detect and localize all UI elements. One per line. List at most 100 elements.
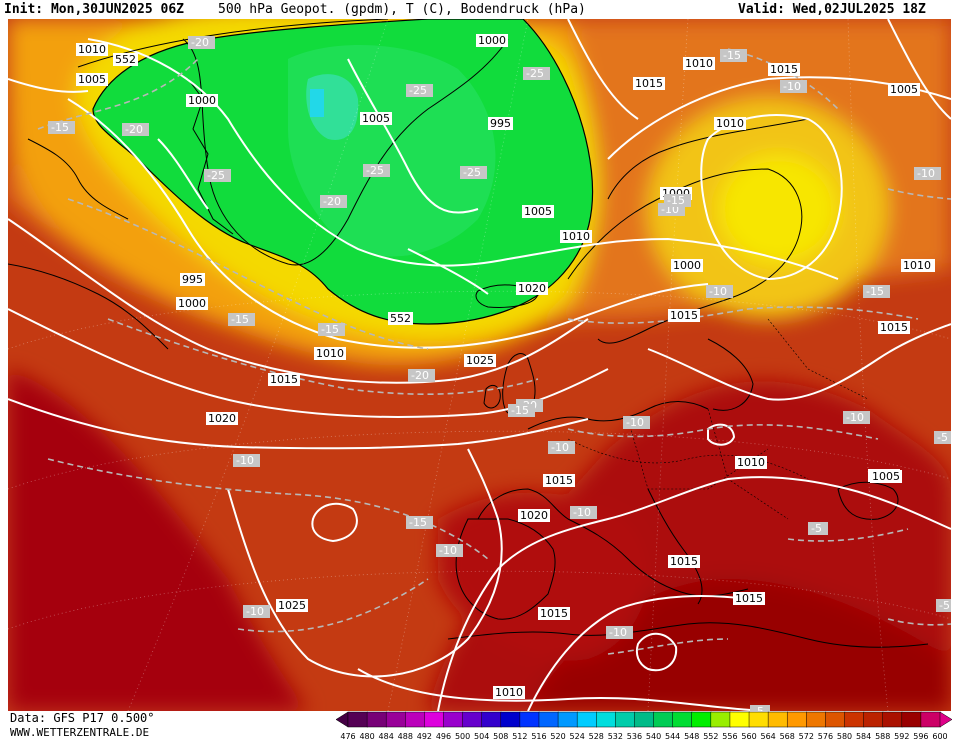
isotherm-label: -25 [460, 166, 487, 179]
isotherm-label: -25 [204, 169, 231, 182]
isobar-label: 1010 [493, 686, 525, 699]
isobar-label-text: 995 [182, 273, 203, 286]
isobar-label-text: 1005 [362, 112, 390, 125]
isotherm-label: -10 [780, 80, 807, 93]
isobar-label-text: 1000 [673, 259, 701, 272]
isobar-label-text: 1015 [540, 607, 568, 620]
isotherm-label-text: -10 [573, 506, 591, 519]
isotherm-label-text: -15 [511, 404, 529, 417]
isobar-label-text: 1010 [737, 456, 765, 469]
colorbar-swatch [691, 711, 712, 728]
isotherm-label-text: -25 [409, 84, 427, 97]
isobar-label-text: 1015 [670, 555, 698, 568]
isobar-label-text: 1015 [770, 63, 798, 76]
colorbar-tick-label: 512 [512, 732, 527, 741]
isobar-label: 1020 [518, 509, 550, 522]
isotherm-label: -5 [808, 522, 828, 535]
colorbar-tick-label: 536 [627, 732, 642, 741]
isotherm-label-text: -15 [321, 323, 339, 336]
isotherm-label-text: -10 [783, 80, 801, 93]
colorbar-swatch [863, 711, 884, 728]
isotherm-label: -20 [188, 36, 215, 49]
isotherm-label: -10 [570, 506, 597, 519]
isobar-label: 1025 [276, 599, 308, 612]
isotherm-label-text: -15 [723, 49, 741, 62]
colorbar-tick-label: 564 [760, 732, 775, 741]
colorbar-tick-label: 592 [894, 732, 909, 741]
isobar-label: 1020 [516, 282, 548, 295]
colorbar-swatches [335, 711, 953, 728]
isotherm-label-text: -20 [125, 123, 143, 136]
isobars [8, 19, 951, 711]
colorbar-swatch [443, 711, 464, 728]
isobar-label-text: 1015 [545, 474, 573, 487]
isobar-label: 1010 [683, 57, 715, 70]
isotherm-label: -15 [664, 194, 691, 207]
isobar-label: 1015 [538, 607, 570, 620]
website-credit: WWW.WETTERZENTRALE.DE [10, 726, 150, 739]
colorbar-tick-label: 552 [703, 732, 718, 741]
isotherm-label: -5 [934, 431, 951, 444]
isobar-label: 1005 [522, 205, 554, 218]
isobar-label: 1015 [878, 321, 910, 334]
isobar-label: 995 [488, 117, 513, 130]
isobar-label: 1000 [476, 34, 508, 47]
isotherm-label-text: -25 [463, 166, 481, 179]
isotherm-label: -25 [406, 84, 433, 97]
isotherm-label: -20 [122, 123, 149, 136]
isotherm-label-text: -20 [191, 36, 209, 49]
isobar-label-text: 552 [390, 312, 411, 325]
isotherm-label: -15 [318, 323, 345, 336]
isotherm-label-text: -20 [411, 369, 429, 382]
colorbar-swatch [424, 711, 445, 728]
map-header: Init: Mon,30JUN2025 06Z 500 hPa Geopot. … [0, 0, 959, 19]
isobar-label-text: 552 [115, 53, 136, 66]
colorbar-swatch [901, 711, 922, 728]
colorbar-swatch [634, 711, 655, 728]
colorbar-swatch [767, 711, 788, 728]
colorbar-tick-label: 556 [722, 732, 737, 741]
isotherm-label: -20 [320, 195, 347, 208]
cold-core [310, 89, 324, 117]
isotherm-label: -25 [363, 164, 390, 177]
isobar-label-text: 1010 [903, 259, 931, 272]
isobar-label-text: 1010 [495, 686, 523, 699]
colorbar-tick-label: 500 [455, 732, 470, 741]
isotherm-label: -15 [48, 121, 75, 134]
colorbar-tick-label: 580 [837, 732, 852, 741]
colorbar-low-arrow [335, 711, 349, 728]
isobar-label-text: 1005 [524, 205, 552, 218]
isobar-label: 1015 [668, 309, 700, 322]
isotherm-label-text: -10 [917, 167, 935, 180]
colorbar-tick-label: 484 [379, 732, 394, 741]
isobar-label: 995 [180, 273, 205, 286]
isotherm-label-text: -10 [439, 544, 457, 557]
isotherm-label: -15 [406, 516, 433, 529]
colorbar-swatch [672, 711, 693, 728]
isotherm-label: -5 [750, 705, 770, 711]
isotherm-label: -10 [436, 544, 463, 557]
isotherm-label: -10 [233, 454, 260, 467]
isotherm-label-text: -5 [753, 705, 764, 711]
colorbar-tick-label: 508 [493, 732, 508, 741]
isotherm-label-text: -10 [551, 441, 569, 454]
isotherm-label: -10 [606, 626, 633, 639]
isobar-label: 1010 [560, 230, 592, 243]
isotherm-label: -10 [706, 285, 733, 298]
isobar-label: 552 [113, 53, 138, 66]
colorbar-swatch [500, 711, 521, 728]
isobar-label: 1025 [464, 354, 496, 367]
isobar-label: 1015 [768, 63, 800, 76]
colorbar-tick-label: 524 [570, 732, 585, 741]
colorbar-tick-label: 476 [340, 732, 355, 741]
isotherm-label: -15 [720, 49, 747, 62]
isobar-label: 1020 [206, 412, 238, 425]
colorbar-tick-label: 528 [589, 732, 604, 741]
isobar-label-text: 1005 [78, 73, 106, 86]
isobar-label: 1015 [543, 474, 575, 487]
isobar-label-text: 1020 [520, 509, 548, 522]
colorbar-swatch [366, 711, 387, 728]
colorbar-swatch [748, 711, 769, 728]
isotherm-label-text: -15 [409, 516, 427, 529]
colorbar-swatch [347, 711, 368, 728]
